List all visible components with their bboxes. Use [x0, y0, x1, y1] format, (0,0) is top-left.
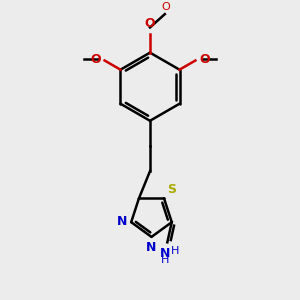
- Text: O: O: [161, 2, 170, 12]
- Text: H: H: [161, 255, 169, 265]
- Text: H: H: [171, 246, 179, 256]
- Text: O: O: [199, 52, 210, 65]
- Text: N: N: [146, 241, 157, 254]
- Text: O: O: [90, 52, 101, 65]
- Text: O: O: [145, 17, 155, 30]
- Text: S: S: [167, 183, 176, 196]
- Text: N: N: [160, 247, 170, 260]
- Text: N: N: [117, 215, 128, 228]
